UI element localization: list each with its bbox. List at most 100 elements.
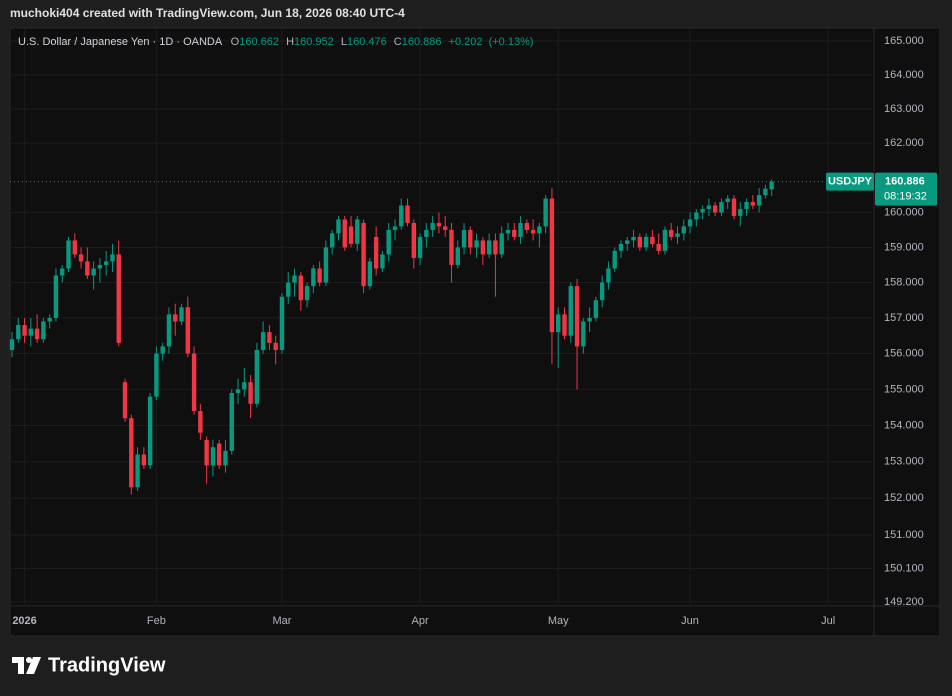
price-label: 160.886 xyxy=(885,176,925,188)
candle-body xyxy=(216,443,222,466)
candle-body xyxy=(436,222,442,227)
candle-body xyxy=(235,389,241,393)
logo: TradingView xyxy=(12,654,166,676)
candle-body xyxy=(612,250,617,269)
y-tick-label: 156.000 xyxy=(884,347,924,359)
change: +0.202 xyxy=(449,36,483,48)
candle-body xyxy=(53,275,59,318)
candle-body xyxy=(154,353,159,397)
candle-body xyxy=(28,328,34,336)
candle-body xyxy=(744,202,749,209)
candle-body xyxy=(618,243,624,251)
candle-body xyxy=(769,181,774,190)
x-tick-label: Apr xyxy=(412,615,429,627)
x-tick-label: Mar xyxy=(272,615,291,627)
candle-body xyxy=(712,205,718,213)
x-tick-label: Jun xyxy=(681,615,699,627)
y-tick-label: 163.000 xyxy=(884,103,924,115)
candle-body xyxy=(229,392,234,451)
candle-body xyxy=(72,240,77,255)
ohlc-label: H xyxy=(286,36,294,48)
candle-body xyxy=(763,188,768,196)
candle-body xyxy=(430,222,435,230)
logo-text: TradingView xyxy=(48,654,166,676)
candle-body xyxy=(223,450,228,466)
y-tick-label: 159.000 xyxy=(884,241,924,253)
ohlc-label: C xyxy=(394,36,402,48)
candle-body xyxy=(91,268,96,276)
candle-body xyxy=(248,382,253,404)
candle-body xyxy=(185,307,190,354)
candle-body xyxy=(700,208,705,213)
candle-body xyxy=(417,236,423,258)
candle-body xyxy=(725,198,730,203)
y-tick-label: 150.100 xyxy=(884,562,924,574)
candle-body xyxy=(85,261,90,276)
candle-body xyxy=(637,236,643,248)
candle-body xyxy=(625,240,630,244)
candle-body xyxy=(461,229,467,248)
candle-body xyxy=(323,247,329,283)
candle-body xyxy=(669,229,674,237)
candle-body xyxy=(166,314,172,347)
candle-body xyxy=(198,410,203,433)
candle-body xyxy=(587,317,592,322)
candle-body xyxy=(675,233,680,237)
y-tick-label: 151.000 xyxy=(884,529,924,541)
candle-body xyxy=(468,229,473,248)
candle-body xyxy=(122,382,128,419)
candle-body xyxy=(530,229,536,234)
candle-body xyxy=(731,198,737,216)
candle-body xyxy=(593,300,599,318)
candle-body xyxy=(329,233,335,248)
plot: 165.000 164.000 163.000 162.000 160.000 159.0… xyxy=(9,28,937,627)
candle-body xyxy=(574,286,580,347)
candle-body xyxy=(562,314,567,336)
candle-body xyxy=(129,418,134,488)
candle-body xyxy=(480,240,486,255)
candle-body xyxy=(336,219,341,234)
ohlc-label: O xyxy=(231,36,240,48)
candle-body xyxy=(650,236,655,244)
symbol-label: USDJPY xyxy=(828,176,873,188)
ohlc-value: 160.476 xyxy=(347,36,387,48)
candle-body xyxy=(179,307,184,322)
candle-body xyxy=(78,254,84,262)
candle-body xyxy=(267,332,272,343)
candle-body xyxy=(210,447,216,466)
candle-body xyxy=(260,332,266,350)
candle-body xyxy=(750,202,756,206)
candle-body xyxy=(9,339,15,350)
candle-body xyxy=(474,240,479,248)
y-tick-label: 155.000 xyxy=(884,383,924,395)
candle-body xyxy=(386,229,391,255)
candle-body xyxy=(518,222,523,237)
y-tick-label: 160.000 xyxy=(884,206,924,218)
candle-body xyxy=(524,222,530,230)
candle-body xyxy=(380,254,385,269)
y-tick-label: 149.200 xyxy=(884,596,924,608)
candle-body xyxy=(116,254,121,343)
x-tick-label: 2026 xyxy=(12,615,36,627)
candle-body xyxy=(254,349,260,404)
candle-body xyxy=(543,198,548,227)
y-tick-label: 152.000 xyxy=(884,492,924,504)
candle-body xyxy=(16,325,21,340)
candle-body xyxy=(706,205,712,209)
price-tag xyxy=(875,172,937,206)
candle-body xyxy=(317,268,322,283)
candle-body xyxy=(60,268,65,276)
candle-body xyxy=(304,286,310,301)
candle-body xyxy=(556,314,561,333)
candle-body xyxy=(687,219,693,227)
y-tick-label: 154.000 xyxy=(884,419,924,431)
ohlc-value: 160.662 xyxy=(239,36,279,48)
ohlc-label: L xyxy=(341,36,347,48)
x-tick-label: May xyxy=(548,615,569,627)
candle-body xyxy=(97,264,103,269)
candle-body xyxy=(694,212,699,220)
candle-body xyxy=(110,254,115,262)
candle-body xyxy=(549,198,555,333)
candle-body xyxy=(173,314,178,322)
candle-body xyxy=(656,243,661,251)
